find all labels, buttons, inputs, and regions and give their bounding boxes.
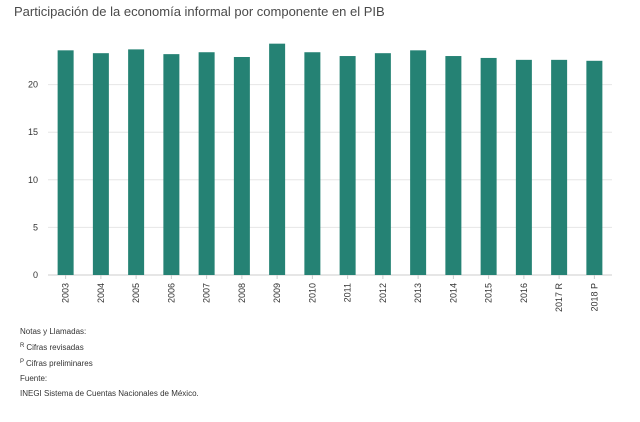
bar[interactable] [304, 52, 321, 276]
y-tick-label: 10 [28, 175, 38, 185]
bar[interactable] [551, 59, 568, 276]
x-tick-label: 2008 [237, 283, 247, 303]
bar[interactable] [410, 50, 427, 275]
bar[interactable] [92, 53, 109, 276]
note-revised: R Cifras revisadas [20, 339, 199, 355]
notes-heading: Notas y Llamadas: [20, 327, 87, 336]
y-axis-ticks: 0 5 10 15 20 [28, 80, 38, 280]
x-tick-label: 2007 [202, 283, 212, 303]
x-tick-label: 2016 [519, 283, 529, 303]
source-label: Fuente: [20, 374, 48, 383]
x-tick-label: 2012 [378, 283, 388, 303]
bar[interactable] [233, 56, 250, 275]
x-tick-label: 2003 [61, 283, 71, 303]
x-tick-label: 2011 [343, 283, 353, 302]
x-tick-label: 2009 [272, 283, 282, 303]
y-tick-label: 20 [28, 80, 38, 90]
x-tick-label: 2017 R [554, 283, 564, 313]
bar-chart: 0 5 10 15 20 2003 2004 2005 2006 2007 2008 2009 201… [28, 43, 612, 313]
bar[interactable] [163, 54, 180, 275]
note-mark-revised: R [20, 343, 25, 349]
x-tick-label: 2010 [307, 283, 317, 303]
x-axis-ticks: 2003 2004 2005 2006 2007 2008 2009 2010 2011 2012… [61, 275, 599, 313]
chart-title: Participación de la economía informal po… [14, 4, 385, 19]
y-tick-label: 15 [28, 127, 38, 137]
x-tick-label: 2013 [413, 283, 423, 303]
bar[interactable] [339, 56, 356, 275]
bar[interactable] [445, 56, 462, 275]
x-tick-label: 2015 [484, 283, 494, 303]
note-mark-preliminary: P [20, 359, 25, 365]
bar[interactable] [128, 49, 145, 275]
bar[interactable] [269, 43, 286, 275]
y-tick-label: 0 [33, 270, 38, 280]
bar[interactable] [374, 53, 391, 276]
note-text-preliminary: Cifras preliminares [26, 359, 93, 368]
bar[interactable] [480, 57, 497, 275]
chart-notes: Notas y Llamadas: R Cifras revisadas P Cif… [20, 324, 199, 401]
x-tick-label: 2004 [96, 283, 106, 303]
y-tick-label: 5 [33, 222, 38, 232]
source-text: INEGI Sistema de Cuentas Nacionales de M… [20, 389, 199, 398]
x-tick-label: 2006 [166, 283, 176, 303]
x-tick-label: 2014 [448, 283, 458, 303]
note-text-revised: Cifras revisadas [26, 343, 84, 352]
x-tick-label: 2018 P [589, 283, 599, 312]
note-preliminary: P Cifras preliminares [20, 355, 199, 371]
bar[interactable] [515, 59, 532, 276]
bar[interactable] [198, 52, 215, 276]
bar[interactable] [586, 60, 603, 275]
x-tick-label: 2005 [131, 283, 141, 303]
bars [57, 43, 603, 276]
bar[interactable] [57, 50, 74, 275]
